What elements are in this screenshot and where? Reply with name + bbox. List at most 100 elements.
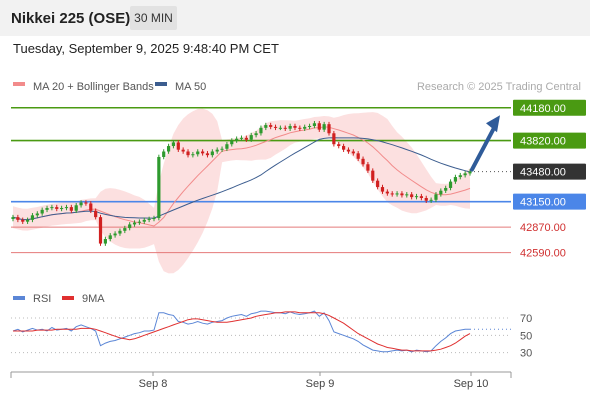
candle-body — [448, 181, 453, 188]
candle-body — [79, 202, 83, 206]
candle-body — [55, 207, 59, 209]
rsi-tick-label: 30 — [520, 348, 532, 360]
time-axis: Sep 8 Sep 9 Sep 10 — [10, 371, 512, 390]
candle-body — [405, 194, 409, 196]
rsi-legend-swatch — [13, 296, 25, 300]
candle-body — [230, 140, 234, 145]
candle-body — [118, 230, 122, 234]
candle-body — [317, 123, 321, 130]
candle-body — [181, 149, 185, 152]
rsi-legend-label: 9MA — [82, 293, 105, 305]
candle-body — [361, 158, 365, 165]
chart-datetime: Tuesday, September 9, 2025 9:48:40 PM CE… — [13, 41, 279, 56]
candle-body — [201, 151, 205, 154]
candle-body — [400, 193, 404, 196]
timeframe-button[interactable]: 30 MIN — [130, 6, 177, 30]
candle-body — [444, 187, 448, 191]
candle-body — [434, 194, 438, 200]
candle-body — [30, 215, 35, 220]
candle-body — [429, 199, 433, 201]
candle-body — [337, 144, 341, 147]
candle-body — [157, 156, 161, 219]
candle-body — [50, 207, 54, 209]
legend-label: MA 20 + Bollinger Bands — [33, 81, 154, 93]
candle-body — [166, 146, 171, 152]
level-tag-pivot — [513, 193, 586, 210]
rsi-legend-label: RSI — [33, 293, 51, 305]
candle-body — [215, 149, 219, 152]
candle-body — [439, 190, 443, 195]
ma50-line — [12, 137, 471, 221]
candle-body — [312, 123, 317, 126]
candle-body — [293, 125, 297, 128]
candle-body — [254, 133, 258, 136]
level-label-current: 43480.00 — [520, 167, 566, 179]
candle-body — [424, 197, 428, 201]
candle-body — [395, 193, 399, 195]
chart-header: Nikkei 225 (OSE) 30 MIN — [0, 0, 590, 36]
level-label-resistance: 43820.00 — [520, 136, 566, 148]
candle-body — [142, 219, 146, 222]
candle-body — [21, 219, 25, 222]
level-tag-resistance — [513, 99, 586, 116]
candle-body — [327, 124, 331, 134]
level-label-resistance: 44180.00 — [520, 103, 566, 115]
candle-body — [123, 228, 127, 231]
level-tag-resistance — [513, 132, 586, 149]
candle-body — [366, 164, 370, 171]
candle-body — [89, 203, 93, 211]
candle-body — [74, 205, 78, 211]
candle-body — [346, 149, 351, 152]
candle-body — [419, 196, 423, 198]
candle-body — [196, 151, 200, 155]
candle-body — [249, 135, 253, 140]
time-tick-label: Sep 8 — [139, 378, 168, 390]
candle-body — [356, 153, 360, 159]
candle-body — [113, 233, 117, 236]
candle-body — [351, 151, 355, 154]
candle-body — [94, 210, 98, 218]
legend-label: MA 50 — [175, 81, 206, 93]
candle-body — [332, 133, 336, 145]
level-label-pivot: 43150.00 — [520, 197, 566, 209]
candle-body — [341, 146, 346, 150]
candle-body — [307, 125, 312, 127]
rsi-pane: RSI 9MA 70 50 30 — [11, 293, 532, 360]
candle-body — [380, 187, 385, 192]
candle-body — [371, 170, 375, 181]
candle-body — [239, 137, 244, 139]
candle-body — [385, 191, 389, 194]
rsi-tick-label: 70 — [520, 313, 532, 325]
candle-body — [269, 125, 273, 127]
legend-swatch — [155, 82, 167, 86]
candle-body — [288, 125, 292, 129]
candle-body — [225, 144, 229, 149]
level-tag-current — [513, 163, 586, 180]
candle-body — [64, 207, 69, 209]
legend-swatch — [13, 82, 25, 86]
candle-body — [259, 127, 263, 134]
candle-body — [220, 148, 224, 150]
candle-body — [468, 171, 472, 174]
candle-body — [162, 151, 166, 157]
candle-body — [84, 202, 88, 204]
candle-body — [69, 207, 73, 211]
bollinger-band — [13, 108, 470, 274]
candle-body — [137, 221, 142, 223]
candle-body — [410, 194, 414, 198]
candle-body — [376, 180, 380, 188]
candle-body — [283, 127, 287, 129]
candle-body — [103, 239, 107, 244]
candle-body — [322, 124, 326, 130]
rsi-legend-swatch — [62, 296, 74, 300]
candle-body — [25, 219, 30, 222]
time-tick-label: Sep 9 — [306, 378, 335, 390]
candle-body — [458, 175, 462, 178]
candle-body — [132, 222, 137, 225]
candle-body — [128, 224, 132, 229]
candle-body — [147, 218, 151, 220]
instrument-title: Nikkei 225 (OSE) — [11, 10, 131, 27]
candle-body — [186, 151, 190, 156]
time-tick-label: Sep 10 — [454, 378, 489, 390]
